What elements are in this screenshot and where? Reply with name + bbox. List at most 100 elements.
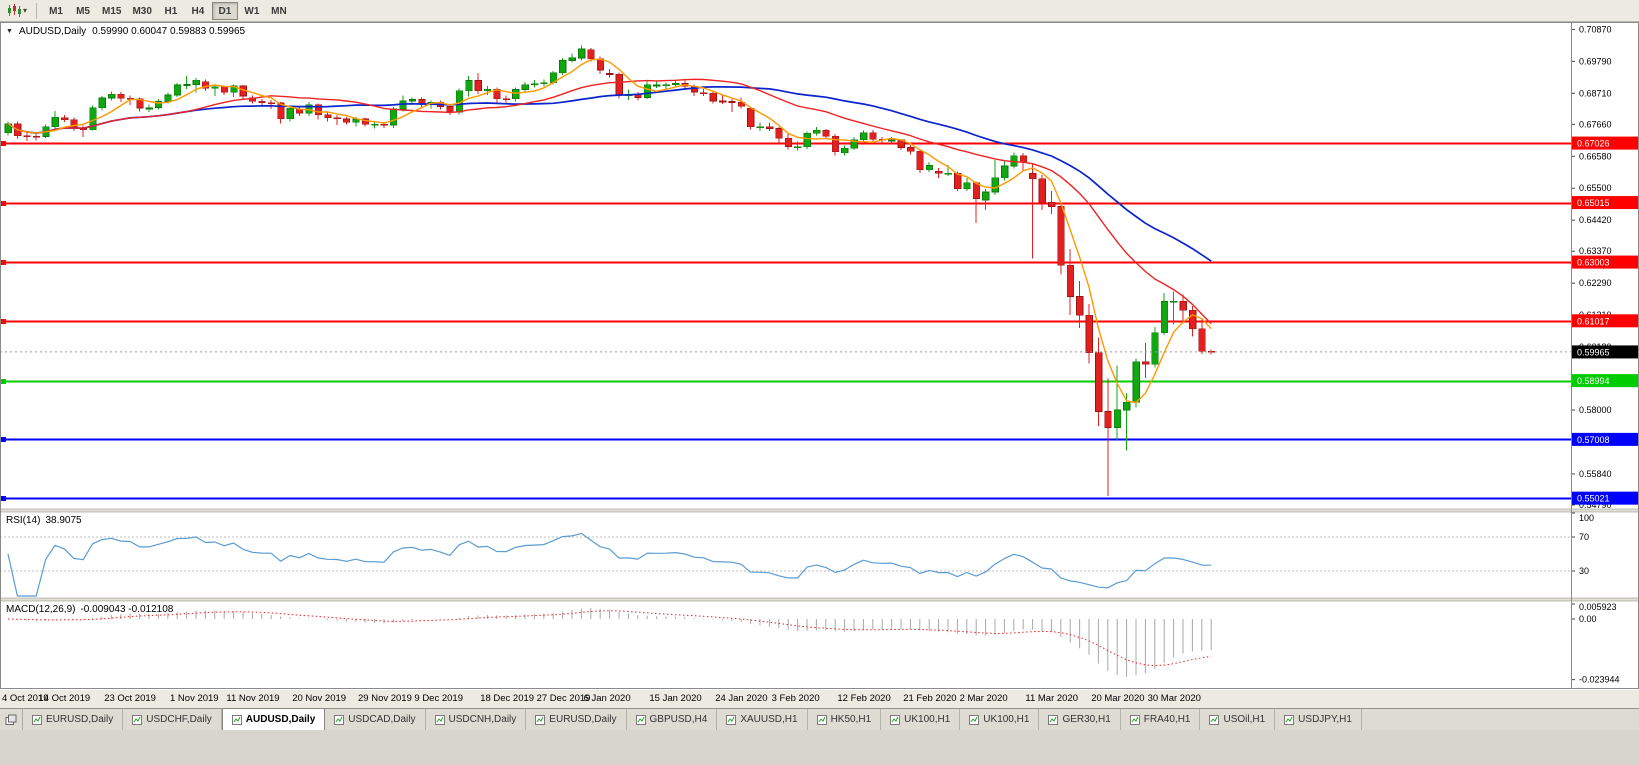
timeframe-button-m5[interactable]: M5 (76, 5, 90, 17)
chart-tab-icon (969, 714, 980, 725)
chart-tab-icon (1284, 714, 1295, 725)
chart-menu-icon[interactable]: ▼ (6, 28, 13, 35)
time-axis-label: 30 Mar 2020 (1147, 693, 1201, 704)
time-axis[interactable]: 4 Oct 2019 14 Oct 2019 23 Oct 2019 1 Nov 20… (0, 690, 1639, 708)
chart-tab-label: XAUUSD,H1 (740, 714, 798, 725)
chart-tab-usoil-h1[interactable]: USOil,H1 (1200, 709, 1276, 730)
timeframe-button-m15[interactable]: M15 (102, 5, 122, 17)
chart-tab-xauusd-h1[interactable]: XAUUSD,H1 (717, 709, 808, 730)
time-axis-label: 3 Feb 2020 (771, 693, 820, 704)
chart-tab-label: UK100,H1 (904, 714, 951, 725)
chart-tab-label: USDCHF,Daily (146, 714, 212, 725)
svg-text:0.005923: 0.005923 (1579, 602, 1617, 612)
time-axis-label: 29 Nov 2019 (358, 693, 412, 704)
chart-tab-fra40-h1[interactable]: FRA40,H1 (1121, 709, 1201, 730)
timeframe-button-h4[interactable]: H4 (191, 5, 205, 17)
windows-icon (5, 714, 17, 725)
chart-tab-icon (231, 714, 242, 725)
moving-average-lines (7, 58, 1212, 404)
chart-tab-label: EURUSD,Daily (46, 714, 114, 725)
svg-text:0.55840: 0.55840 (1579, 469, 1612, 479)
time-axis-label: 24 Jan 2020 (715, 693, 768, 704)
chart-tab-usdchf-daily[interactable]: USDCHF,Daily (123, 709, 222, 730)
time-axis-label: 6 Jan 2020 (583, 693, 631, 704)
chart-tab-icon (1129, 714, 1140, 725)
chart-tab-uk100-h1[interactable]: UK100,H1 (881, 709, 961, 730)
svg-text:0.62290: 0.62290 (1579, 278, 1612, 288)
chart-tab-ger30-h1[interactable]: GER30,H1 (1039, 709, 1121, 730)
timeframe-button-m1[interactable]: M1 (49, 5, 63, 17)
dropdown-arrow-icon: ▾ (23, 6, 28, 15)
chart-tab-usdjpy-h1[interactable]: USDJPY,H1 (1275, 709, 1362, 730)
chart-tab-label: UK100,H1 (983, 714, 1030, 725)
chart-tab-usdcad-daily[interactable]: USDCAD,Daily (325, 709, 426, 730)
time-axis-label: 14 Oct 2019 (38, 693, 91, 704)
timeframe-buttons: M1 M5 M15 M30 H1 H4 D1 W1 MN (43, 1, 292, 20)
chart-tabs: EURUSD,Daily USDCHF,Daily AUDUSD,Daily USDC… (23, 708, 1362, 730)
svg-text:0.66580: 0.66580 (1579, 151, 1612, 161)
chart-tab-label: USOil,H1 (1223, 714, 1266, 725)
chart-tab-label: USDCAD,Daily (348, 714, 416, 725)
svg-text:0.67660: 0.67660 (1579, 119, 1612, 129)
svg-text:0.58994: 0.58994 (1577, 376, 1610, 386)
chart-tab-icon (434, 714, 445, 725)
time-axis-label: 27 Dec 2019 (536, 693, 591, 704)
chart-periods-button[interactable]: ▾ (4, 3, 30, 18)
chart-tab-icon (535, 714, 546, 725)
chart-tab-icon (816, 714, 827, 725)
svg-text:0.55021: 0.55021 (1577, 494, 1610, 504)
svg-text:0.64420: 0.64420 (1579, 215, 1612, 225)
window-list-button[interactable] (0, 709, 23, 730)
timeframe-button-mn[interactable]: MN (271, 5, 287, 17)
chart-tab-hk50-h1[interactable]: HK50,H1 (808, 709, 882, 730)
chart-tab-eurusd-daily[interactable]: EURUSD,Daily (526, 709, 627, 730)
chart-tab-icon (726, 714, 737, 725)
chart-canvas[interactable]: 0.70870 0.69790 0.68710 0.67660 0.66580 0.655… (0, 22, 1639, 690)
timeframe-button-w1[interactable]: W1 (244, 5, 260, 17)
svg-text:70: 70 (1579, 532, 1589, 542)
chart-tab-icon (890, 714, 901, 725)
svg-text:100: 100 (1579, 513, 1594, 523)
chart-tab-audusd-daily[interactable]: AUDUSD,Daily (221, 708, 326, 730)
chart-tab-eurusd-daily[interactable]: EURUSD,Daily (23, 709, 124, 730)
svg-text:0.65015: 0.65015 (1577, 198, 1610, 208)
svg-text:0.69790: 0.69790 (1579, 56, 1612, 66)
time-axis-label: 21 Feb 2020 (903, 693, 957, 704)
timeframe-button-m30[interactable]: M30 (132, 5, 152, 17)
chart-tab-icon (1209, 714, 1220, 725)
svg-text:0.61017: 0.61017 (1577, 316, 1610, 326)
status-area (0, 730, 1639, 765)
time-axis-label: 23 Oct 2019 (104, 693, 156, 704)
svg-text:0.59965: 0.59965 (1577, 347, 1610, 357)
time-axis-label: 12 Feb 2020 (837, 693, 891, 704)
chart-tab-label: GBPUSD,H4 (649, 714, 708, 725)
time-axis-label: 11 Nov 2019 (226, 693, 280, 704)
chart-tab-label: USDCNH,Daily (448, 714, 517, 725)
chart-tab-label: HK50,H1 (830, 714, 872, 725)
chart-tab-gbpusd-h4[interactable]: GBPUSD,H4 (627, 709, 718, 730)
timeframe-toolbar: ▾ M1 M5 M15 M30 H1 H4 D1 W1 MN (0, 0, 1639, 22)
time-axis-label: 20 Mar 2020 (1091, 693, 1145, 704)
svg-text:0.00: 0.00 (1579, 614, 1597, 624)
time-axis-label: 20 Nov 2019 (292, 693, 347, 704)
chart-tab-icon (334, 714, 345, 725)
time-axis-label: 9 Dec 2019 (414, 693, 463, 704)
svg-text:0.67026: 0.67026 (1577, 139, 1610, 149)
chart-tab-label: USDJPY,H1 (1298, 714, 1352, 725)
time-axis-label: 15 Jan 2020 (649, 693, 702, 704)
chart-tab-usdcnh-daily[interactable]: USDCNH,Daily (426, 709, 527, 730)
time-axis-label: 18 Dec 2019 (480, 693, 535, 704)
chart-tab-icon (635, 714, 646, 725)
svg-text:0.70870: 0.70870 (1579, 24, 1612, 34)
svg-text:30: 30 (1579, 566, 1589, 576)
chart-tab-icon (132, 714, 143, 725)
svg-text:0.65500: 0.65500 (1579, 183, 1612, 193)
time-axis-label: 2 Mar 2020 (959, 693, 1008, 704)
chart-tab-label: FRA40,H1 (1143, 714, 1191, 725)
candles-layer (4, 45, 1216, 496)
price-badges: 0.67026 0.65015 0.63003 0.61017 0.58994 0.570… (1572, 136, 1638, 505)
chart-tab-uk100-h1[interactable]: UK100,H1 (960, 709, 1040, 730)
timeframe-button-h1[interactable]: H1 (164, 5, 178, 17)
timeframe-button-d1[interactable]: D1 (211, 1, 238, 20)
